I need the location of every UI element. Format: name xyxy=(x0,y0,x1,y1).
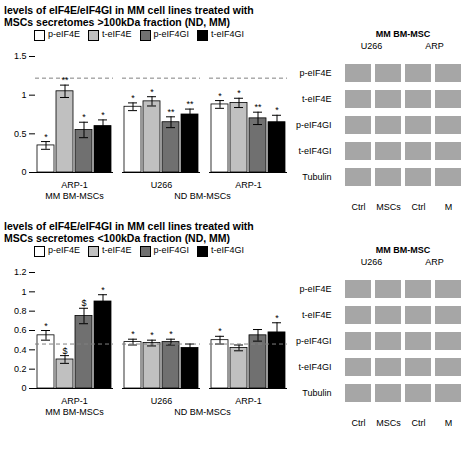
svg-text:*: * xyxy=(169,329,173,339)
svg-text:*: * xyxy=(131,329,135,339)
svg-text:$: $ xyxy=(81,298,86,308)
html-text:ARP: ARP xyxy=(425,41,444,51)
html-text:levels of eIF4E/eIF4GI in MM c: levels of eIF4E/eIF4GI in MM cell lines … xyxy=(4,220,254,232)
svg-text:Tubulin: Tubulin xyxy=(302,172,331,182)
html-text:ARP: ARP xyxy=(425,257,444,267)
svg-text:*: * xyxy=(150,330,154,340)
svg-text:p-eIF4GI: p-eIF4GI xyxy=(296,336,332,346)
html-text:p-eIF4GI: p-eIF4GI xyxy=(153,29,189,40)
svg-text:**: ** xyxy=(186,99,194,109)
svg-text:ND BM-MSCs: ND BM-MSCs xyxy=(174,407,231,417)
html-text:U266: U266 xyxy=(360,41,383,51)
svg-text:*: * xyxy=(44,132,48,142)
svg-text:1: 1 xyxy=(21,90,26,100)
html-text:p-eIF4E: p-eIF4E xyxy=(48,29,80,40)
svg-text:Ctrl: Ctrl xyxy=(412,202,426,212)
svg-text:*: * xyxy=(131,93,135,103)
svg-text:ARP-1: ARP-1 xyxy=(61,396,88,406)
html-text:t-eIF4GI: t-eIF4GI xyxy=(211,245,245,256)
svg-text:Ctrl: Ctrl xyxy=(412,418,426,428)
svg-text:*: * xyxy=(101,110,105,120)
svg-text:1: 1 xyxy=(21,287,26,297)
svg-text:*: * xyxy=(44,321,48,331)
svg-text:MM BM-MSCs: MM BM-MSCs xyxy=(45,191,104,201)
svg-text:Ctrl: Ctrl xyxy=(352,202,366,212)
svg-text:MSCs: MSCs xyxy=(376,202,401,212)
svg-text:t-eIF4GI: t-eIF4GI xyxy=(298,146,331,156)
svg-text:U266: U266 xyxy=(151,396,173,406)
svg-text:*: * xyxy=(101,285,105,295)
svg-text:$: $ xyxy=(62,346,67,356)
svg-text:0.8: 0.8 xyxy=(14,306,27,316)
html-text:MM BM-MSC: MM BM-MSC xyxy=(375,29,431,39)
svg-text:**: ** xyxy=(167,107,175,117)
svg-text:ARP-1: ARP-1 xyxy=(235,180,262,190)
svg-text:**: ** xyxy=(61,75,69,85)
svg-text:**: ** xyxy=(254,102,262,112)
svg-text:*: * xyxy=(275,105,279,115)
svg-text:0.5: 0.5 xyxy=(14,129,27,139)
svg-text:t-eIF4GI: t-eIF4GI xyxy=(298,362,331,372)
html-text:t-eIF4E: t-eIF4E xyxy=(102,245,132,256)
svg-text:0.2: 0.2 xyxy=(14,364,27,374)
svg-text:MM BM-MSCs: MM BM-MSCs xyxy=(45,407,104,417)
svg-text:1.2: 1.2 xyxy=(14,267,27,277)
svg-text:*: * xyxy=(218,91,222,101)
svg-text:p-eIF4E: p-eIF4E xyxy=(299,68,331,78)
svg-text:0: 0 xyxy=(21,383,26,393)
svg-text:*: * xyxy=(218,326,222,336)
html-text:t-eIF4GI: t-eIF4GI xyxy=(211,29,245,40)
html-text:MSCs secretomes <100kDa fracti: MSCs secretomes <100kDa fraction (ND, MM… xyxy=(4,232,231,244)
svg-text:t-eIF4E: t-eIF4E xyxy=(302,94,332,104)
svg-text:p-eIF4E: p-eIF4E xyxy=(299,284,331,294)
svg-text:ARP-1: ARP-1 xyxy=(61,180,88,190)
svg-text:0.4: 0.4 xyxy=(14,345,27,355)
svg-text:M: M xyxy=(445,418,453,428)
html-text:p-eIF4E: p-eIF4E xyxy=(48,245,80,256)
svg-text:0: 0 xyxy=(21,167,26,177)
svg-text:ND BM-MSCs: ND BM-MSCs xyxy=(174,191,231,201)
svg-text:*: * xyxy=(275,313,279,323)
svg-text:1.5: 1.5 xyxy=(14,51,27,61)
html-text:p-eIF4GI: p-eIF4GI xyxy=(153,245,189,256)
html-text:MSCs secretomes >100kDa fracti: MSCs secretomes >100kDa fraction (ND, MM… xyxy=(4,16,231,28)
html-text:U266: U266 xyxy=(360,257,383,267)
svg-text:U266: U266 xyxy=(151,180,173,190)
svg-text:Ctrl: Ctrl xyxy=(352,418,366,428)
svg-text:*: * xyxy=(82,112,86,122)
svg-text:Tubulin: Tubulin xyxy=(302,388,331,398)
svg-text:MSCs: MSCs xyxy=(376,418,401,428)
svg-text:p-eIF4GI: p-eIF4GI xyxy=(296,120,332,130)
svg-text:ARP-1: ARP-1 xyxy=(235,396,262,406)
svg-text:t-eIF4E: t-eIF4E xyxy=(302,310,332,320)
html-text:levels of eIF4E/eIF4GI in MM c: levels of eIF4E/eIF4GI in MM cell lines … xyxy=(4,4,254,16)
svg-text:*: * xyxy=(150,87,154,97)
html-text:MM BM-MSC: MM BM-MSC xyxy=(375,245,431,255)
svg-text:M: M xyxy=(445,202,453,212)
svg-text:0.6: 0.6 xyxy=(14,325,27,335)
svg-text:*: * xyxy=(237,88,241,98)
html-text:t-eIF4E: t-eIF4E xyxy=(102,29,132,40)
